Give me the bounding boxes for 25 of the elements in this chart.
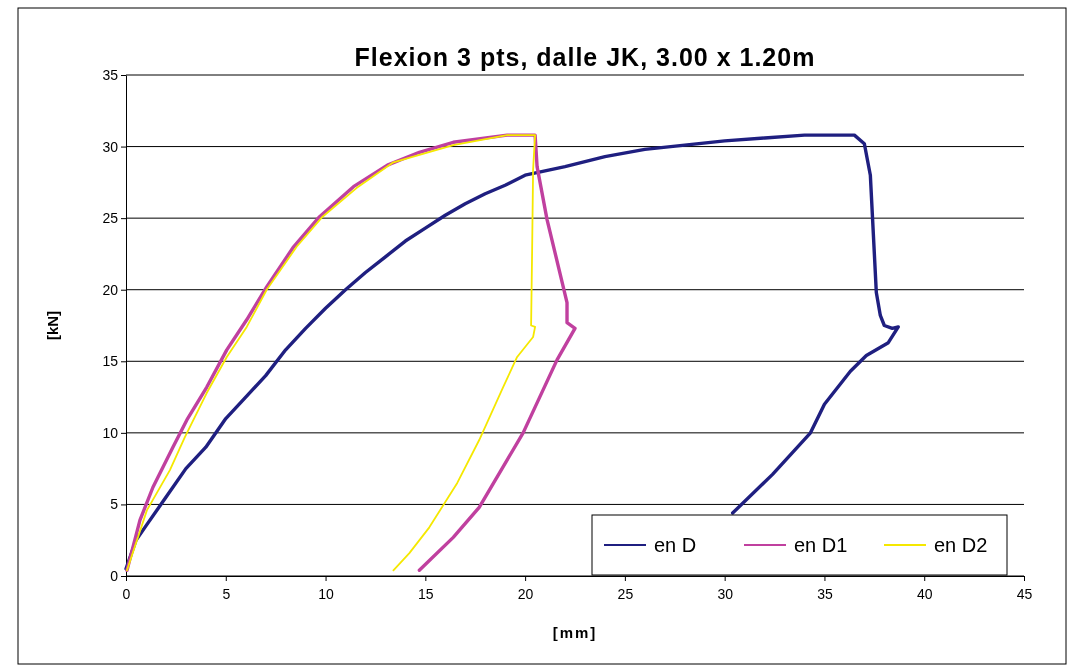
x-tick-label: 20 (517, 586, 534, 603)
y-tick-label: 15 (102, 353, 119, 370)
x-tick-label: 5 (222, 586, 231, 603)
x-axis-title: [mm] (552, 624, 598, 641)
x-tick-label: 10 (318, 586, 335, 603)
chart-title: Flexion 3 pts, dalle JK, 3.00 x 1.20m (354, 43, 816, 71)
x-tick-label: 40 (916, 586, 933, 603)
x-tick-label: 45 (1016, 586, 1033, 603)
y-tick-label: 5 (110, 496, 119, 513)
x-tick-label: 15 (418, 586, 434, 603)
legend-label: en D2 (934, 534, 988, 556)
y-tick-label: 35 (102, 66, 119, 83)
y-axis-title: [kN] (44, 310, 61, 341)
x-tick-label: 0 (122, 586, 131, 603)
y-tick-label: 20 (102, 281, 119, 298)
y-tick-label: 25 (102, 210, 119, 227)
y-tick-label: 10 (102, 424, 119, 441)
x-tick-label: 35 (817, 586, 833, 603)
x-tick-label: 25 (617, 586, 634, 603)
legend-label: en D1 (794, 534, 848, 556)
x-tick-label: 30 (717, 586, 734, 603)
y-tick-label: 0 (110, 567, 119, 584)
line-series (124, 133, 900, 571)
legend-label: en D (654, 534, 697, 556)
y-tick-label: 30 (102, 138, 119, 155)
